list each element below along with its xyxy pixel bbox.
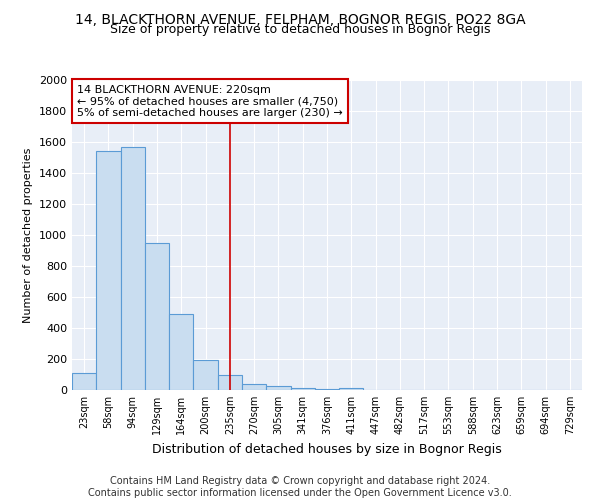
Text: 14 BLACKTHORN AVENUE: 220sqm
← 95% of detached houses are smaller (4,750)
5% of : 14 BLACKTHORN AVENUE: 220sqm ← 95% of de…: [77, 84, 343, 118]
Bar: [193, 360, 218, 390]
Bar: [218, 376, 242, 390]
Text: Size of property relative to detached houses in Bognor Regis: Size of property relative to detached ho…: [110, 22, 490, 36]
Bar: [266, 386, 290, 390]
Bar: [242, 384, 266, 390]
Text: 14, BLACKTHORN AVENUE, FELPHAM, BOGNOR REGIS, PO22 8GA: 14, BLACKTHORN AVENUE, FELPHAM, BOGNOR R…: [74, 12, 526, 26]
Y-axis label: Number of detached properties: Number of detached properties: [23, 148, 34, 322]
Bar: [96, 152, 121, 390]
Text: Contains HM Land Registry data © Crown copyright and database right 2024.
Contai: Contains HM Land Registry data © Crown c…: [88, 476, 512, 498]
Bar: [145, 243, 169, 390]
Bar: [339, 388, 364, 390]
Bar: [169, 314, 193, 390]
Bar: [290, 388, 315, 390]
Bar: [121, 146, 145, 390]
Bar: [72, 373, 96, 390]
X-axis label: Distribution of detached houses by size in Bognor Regis: Distribution of detached houses by size …: [152, 442, 502, 456]
Bar: [315, 389, 339, 390]
